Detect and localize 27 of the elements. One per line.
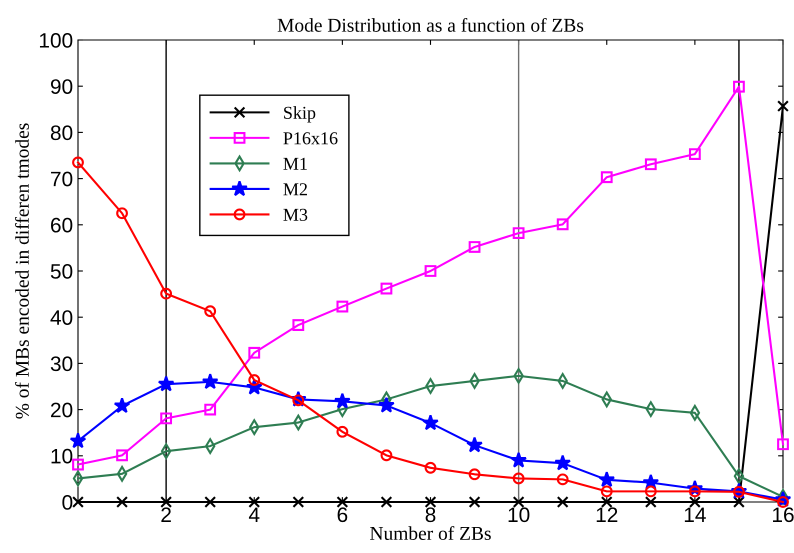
y-tick-label: 10 [52, 448, 72, 464]
x-tick-label: 2 [161, 507, 171, 522]
y-tick-label: 80 [50, 125, 72, 140]
y-tick-label: 20 [51, 402, 72, 418]
legend-label: M1 [283, 158, 307, 170]
x-tick-label: 16 [773, 507, 794, 522]
legend-label: M3 [283, 208, 308, 221]
y-axis-title: % of MBs encoded in differen tmodes [14, 123, 29, 419]
x-tick-label: 10 [508, 507, 530, 522]
y-tick-label: 100 [40, 33, 72, 48]
x-tick-label: 6 [338, 507, 348, 522]
legend-label: M2 [283, 183, 307, 196]
y-tick-label: 50 [50, 264, 72, 279]
x-tick-label: 8 [426, 507, 436, 522]
x-axis-title: Number of ZBs [370, 526, 491, 540]
x-tick-label: 12 [596, 507, 618, 522]
y-tick-label: 60 [51, 218, 72, 233]
chart-title: Mode Distribution as a function of ZBs [278, 18, 584, 32]
legend-label: P16x16 [283, 132, 338, 144]
y-tick-label: 0 [62, 495, 72, 510]
x-tick-label: 14 [684, 508, 706, 522]
legend-label: Skip [284, 106, 316, 123]
y-tick-label: 30 [50, 356, 72, 372]
y-tick-label: 70 [51, 172, 72, 186]
x-tick-label: 4 [248, 508, 260, 522]
y-tick-label: 90 [50, 79, 72, 94]
y-tick-label: 40 [50, 310, 72, 325]
